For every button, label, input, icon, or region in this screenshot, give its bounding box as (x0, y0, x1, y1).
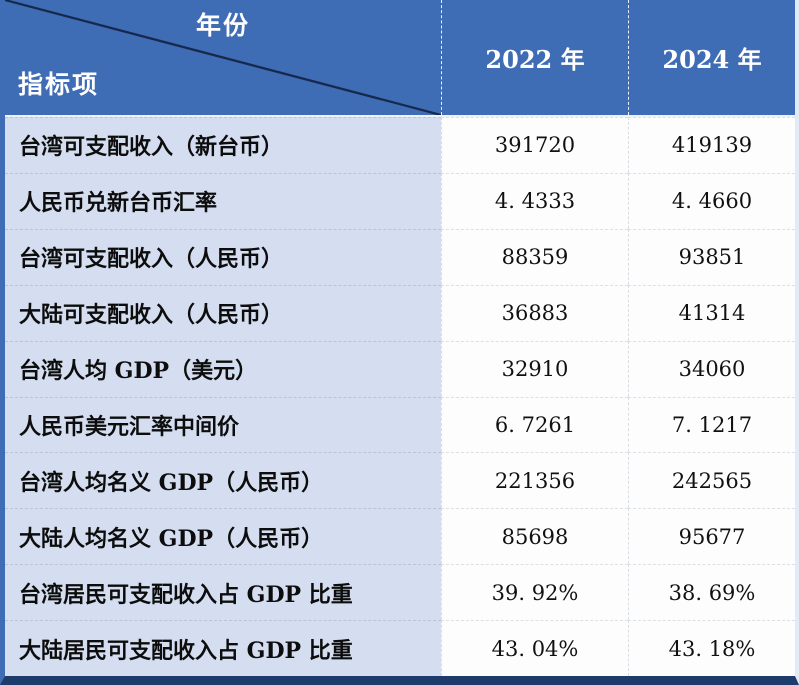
table-row: 人民币兑新台币汇率 4. 4333 4. 4660 (5, 172, 795, 229)
value-2022: 39. 92% (441, 564, 628, 621)
row-label: 台湾人均名义 GDP（人民币） (5, 452, 441, 509)
diagonal-divider-line (5, 0, 441, 115)
table-row: 台湾可支配收入（新台币） 391720 419139 (5, 117, 795, 173)
value-2022: 221356 (441, 452, 628, 509)
row-label: 台湾居民可支配收入占 GDP 比重 (5, 564, 441, 621)
value-2024: 41314 (628, 284, 795, 341)
header-year-label: 年份 (195, 11, 250, 40)
column-header-2022: 2022 年 (441, 0, 628, 115)
value-2022: 391720 (441, 117, 628, 173)
table-row: 大陆居民可支配收入占 GDP 比重 43. 04% 43. 18% (5, 620, 795, 676)
table-row: 大陆可支配收入（人民币） 36883 41314 (5, 284, 795, 341)
value-2024: 419139 (628, 117, 795, 173)
row-label: 台湾人均 GDP（美元） (5, 340, 441, 397)
value-2024: 95677 (628, 508, 795, 565)
diagonal-header-cell: 年份 指标项 (5, 0, 441, 115)
row-label: 人民币兑新台币汇率 (5, 172, 441, 229)
row-label: 大陆可支配收入（人民币） (5, 284, 441, 341)
column-header-2024: 2024 年 (628, 0, 795, 115)
value-2024: 43. 18% (628, 620, 795, 676)
row-label: 台湾可支配收入（新台币） (5, 117, 441, 173)
value-2024: 93851 (628, 228, 795, 285)
row-label: 台湾可支配收入（人民币） (5, 228, 441, 285)
table-row: 台湾人均 GDP（美元） 32910 34060 (5, 340, 795, 397)
header-indicator-label: 指标项 (18, 70, 100, 99)
value-2024: 242565 (628, 452, 795, 509)
row-label: 人民币美元汇率中间价 (5, 396, 441, 453)
value-2022: 32910 (441, 340, 628, 397)
row-label: 大陆人均名义 GDP（人民币） (5, 508, 441, 565)
table-row: 台湾人均名义 GDP（人民币） 221356 242565 (5, 452, 795, 509)
value-2022: 4. 4333 (441, 172, 628, 229)
table-row: 台湾居民可支配收入占 GDP 比重 39. 92% 38. 69% (5, 564, 795, 621)
table-row: 大陆人均名义 GDP（人民币） 85698 95677 (5, 508, 795, 565)
table-header-row: 年份 指标项 2022 年 2024 年 (5, 0, 795, 117)
value-2022: 85698 (441, 508, 628, 565)
value-2024: 4. 4660 (628, 172, 795, 229)
value-2022: 88359 (441, 228, 628, 285)
value-2022: 36883 (441, 284, 628, 341)
table-row: 台湾可支配收入（人民币） 88359 93851 (5, 228, 795, 285)
value-2022: 6. 7261 (441, 396, 628, 453)
value-2022: 43. 04% (441, 620, 628, 676)
value-2024: 38. 69% (628, 564, 795, 621)
value-2024: 34060 (628, 340, 795, 397)
row-label: 大陆居民可支配收入占 GDP 比重 (5, 620, 441, 676)
value-2024: 7. 1217 (628, 396, 795, 453)
table-row: 人民币美元汇率中间价 6. 7261 7. 1217 (5, 396, 795, 453)
